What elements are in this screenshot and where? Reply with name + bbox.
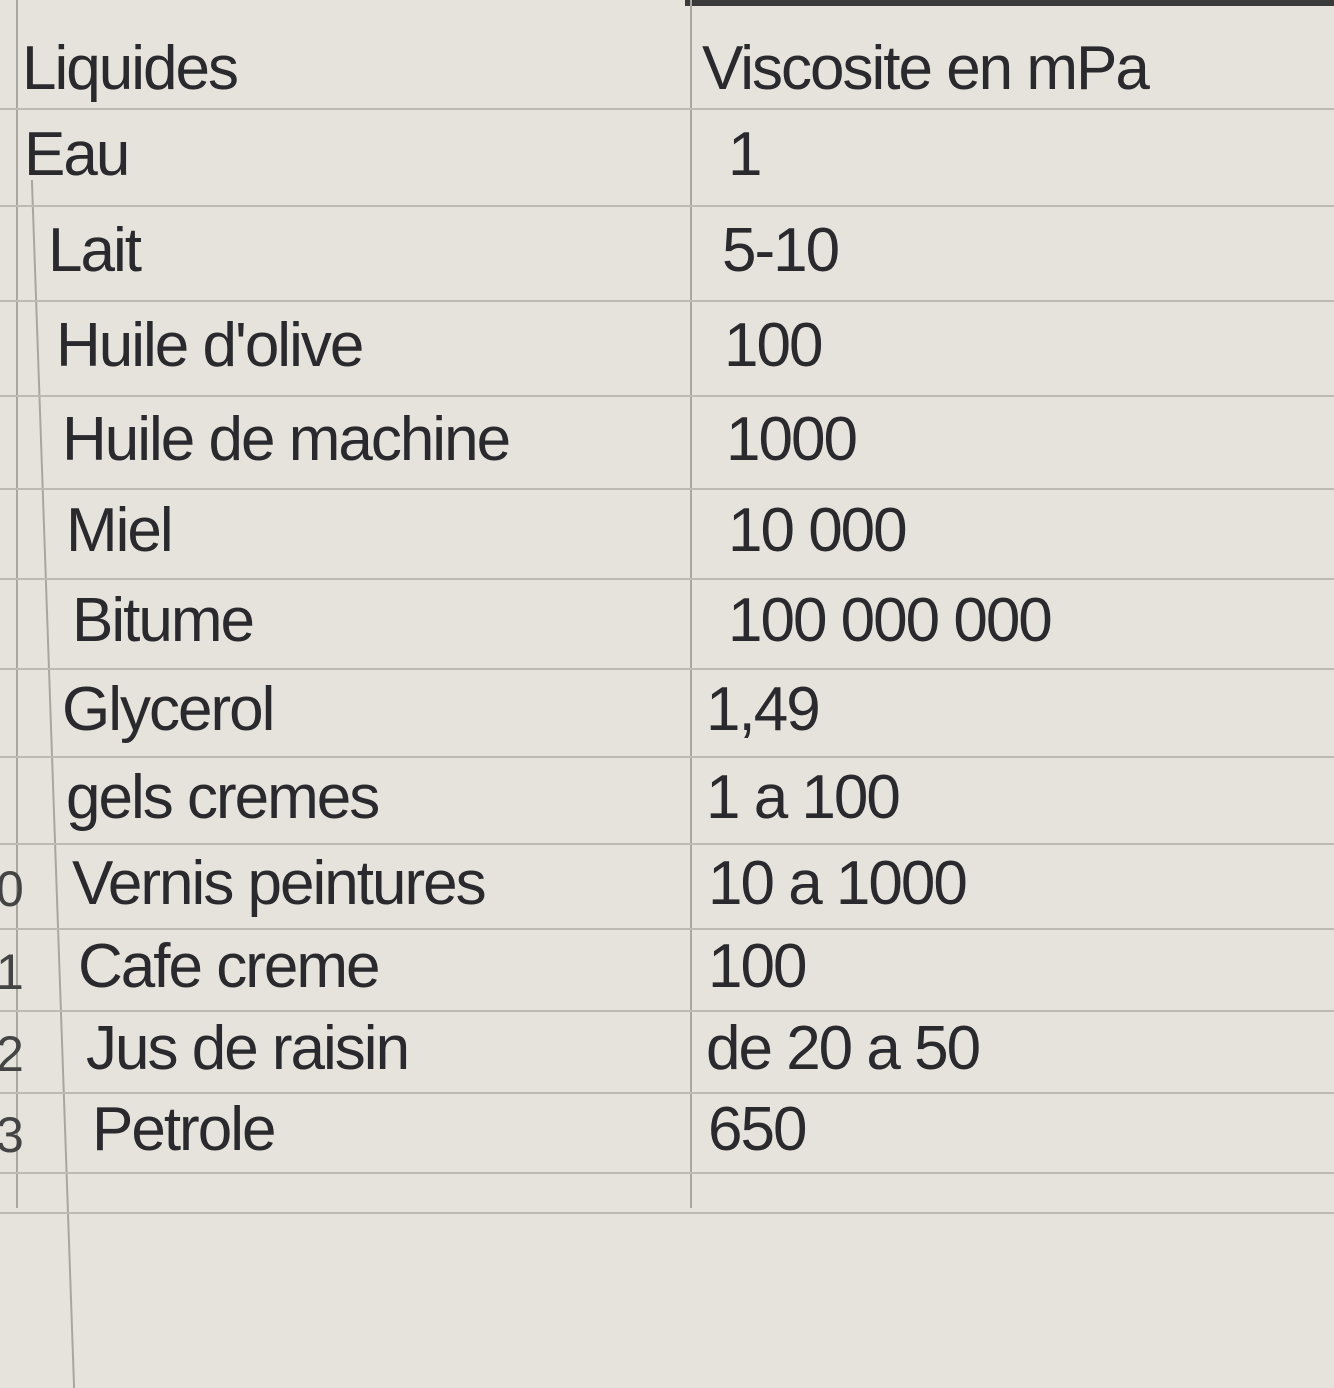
cell-viscosite[interactable]: 10 a 1000 xyxy=(708,848,968,918)
cell-viscosite[interactable]: 1 xyxy=(728,119,763,189)
cell-liquide[interactable]: Lait xyxy=(48,215,142,285)
row-number[interactable]: 1 xyxy=(0,944,24,1000)
cell-viscosite[interactable]: 100 xyxy=(724,310,823,380)
table-row: 0 Vernis peintures 10 a 1000 xyxy=(0,843,1334,930)
cell-liquide[interactable]: Glycerol xyxy=(62,675,275,744)
table-row: Bitume 100 000 000 xyxy=(0,578,1334,670)
cell-liquide[interactable]: Eau xyxy=(24,119,130,189)
column-divider xyxy=(690,0,692,1208)
row-number[interactable]: 3 xyxy=(0,1107,24,1163)
table-row: Eau 1 xyxy=(0,108,1334,207)
cell-liquide[interactable]: Miel xyxy=(66,496,174,565)
cell-viscosite[interactable]: 10 000 xyxy=(728,496,908,565)
table-row: gels cremes 1 a 100 xyxy=(0,756,1334,845)
left-border xyxy=(16,0,18,1208)
table-row: 3 Petrole 650 xyxy=(0,1092,1334,1174)
cell-viscosite[interactable]: de 20 a 50 xyxy=(706,1014,981,1083)
cell-viscosite[interactable]: 5-10 xyxy=(722,215,840,285)
header-liquides[interactable]: Liquides xyxy=(22,34,239,103)
cell-liquide[interactable]: Cafe creme xyxy=(78,932,380,1001)
table-row: Huile d'olive 100 xyxy=(0,300,1334,397)
cell-viscosite[interactable]: 650 xyxy=(708,1095,807,1164)
table-row: 2 Jus de raisin de 20 a 50 xyxy=(0,1010,1334,1094)
row-number[interactable]: 0 xyxy=(0,860,24,917)
table-row: Miel 10 000 xyxy=(0,488,1334,580)
cell-liquide[interactable]: Bitume xyxy=(72,586,255,655)
header-viscosite[interactable]: Viscosite en mPa xyxy=(702,34,1150,103)
table-row: Glycerol 1,49 xyxy=(0,668,1334,758)
column-header-edge xyxy=(685,0,1334,6)
cell-liquide[interactable]: gels cremes xyxy=(66,762,380,832)
row-number[interactable]: 2 xyxy=(0,1026,24,1082)
cell-viscosite[interactable]: 100 000 000 xyxy=(728,586,1053,655)
cell-liquide[interactable]: Jus de raisin xyxy=(86,1014,410,1083)
table-row: Lait 5-10 xyxy=(0,205,1334,302)
header-row: Liquides Viscosite en mPa xyxy=(0,15,1334,110)
cell-liquide[interactable]: Petrole xyxy=(92,1095,276,1164)
cell-viscosite[interactable]: 1000 xyxy=(726,404,858,474)
table-row: Huile de machine 1000 xyxy=(0,395,1334,490)
cell-liquide[interactable]: Huile de machine xyxy=(62,404,511,474)
cell-viscosite[interactable]: 1,49 xyxy=(706,675,821,744)
cell-liquide[interactable]: Huile d'olive xyxy=(56,310,364,380)
table-row: 1 Cafe creme 100 xyxy=(0,928,1334,1012)
cell-viscosite[interactable]: 1 a 100 xyxy=(706,762,901,832)
cell-liquide[interactable]: Vernis peintures xyxy=(72,848,487,918)
cell-viscosite[interactable]: 100 xyxy=(708,932,807,1001)
